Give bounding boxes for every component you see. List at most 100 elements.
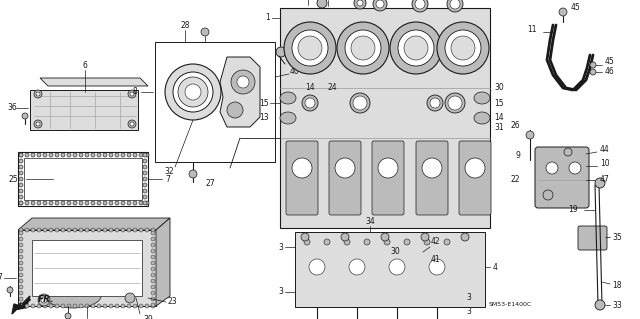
Circle shape bbox=[151, 261, 155, 265]
Circle shape bbox=[445, 30, 481, 66]
Circle shape bbox=[139, 228, 143, 232]
Circle shape bbox=[43, 153, 47, 157]
Circle shape bbox=[381, 233, 389, 241]
Circle shape bbox=[389, 259, 405, 275]
Circle shape bbox=[19, 273, 23, 277]
Circle shape bbox=[65, 313, 71, 319]
Circle shape bbox=[559, 8, 567, 16]
Text: 46: 46 bbox=[605, 68, 615, 77]
Text: FR.: FR. bbox=[38, 295, 54, 305]
Text: 13: 13 bbox=[259, 114, 269, 122]
Circle shape bbox=[121, 228, 125, 232]
Circle shape bbox=[292, 158, 312, 178]
Text: 11: 11 bbox=[527, 26, 537, 34]
Text: 4: 4 bbox=[493, 263, 498, 271]
Circle shape bbox=[38, 294, 50, 306]
Circle shape bbox=[390, 22, 442, 74]
Circle shape bbox=[19, 297, 23, 301]
Circle shape bbox=[351, 36, 375, 60]
Bar bbox=[155, 42, 275, 162]
Circle shape bbox=[437, 22, 489, 74]
Circle shape bbox=[130, 92, 134, 96]
Text: 40: 40 bbox=[290, 68, 300, 77]
Circle shape bbox=[128, 120, 136, 128]
Circle shape bbox=[67, 201, 71, 205]
Circle shape bbox=[55, 201, 59, 205]
Circle shape bbox=[115, 228, 119, 232]
Bar bbox=[24, 158, 142, 200]
Text: 14: 14 bbox=[305, 84, 315, 93]
Circle shape bbox=[91, 201, 95, 205]
Circle shape bbox=[415, 0, 425, 9]
Circle shape bbox=[97, 304, 101, 308]
Circle shape bbox=[25, 153, 29, 157]
Circle shape bbox=[49, 201, 53, 205]
Circle shape bbox=[145, 228, 149, 232]
Circle shape bbox=[448, 96, 462, 110]
Circle shape bbox=[41, 297, 47, 303]
Circle shape bbox=[49, 228, 53, 232]
Polygon shape bbox=[156, 218, 170, 306]
Circle shape bbox=[109, 228, 113, 232]
Circle shape bbox=[227, 102, 243, 118]
Circle shape bbox=[43, 304, 47, 308]
Text: 15: 15 bbox=[259, 99, 269, 108]
Text: 37: 37 bbox=[0, 273, 3, 283]
Circle shape bbox=[143, 177, 147, 181]
Circle shape bbox=[55, 153, 59, 157]
Circle shape bbox=[151, 291, 155, 295]
Circle shape bbox=[276, 47, 286, 57]
Circle shape bbox=[61, 304, 65, 308]
Circle shape bbox=[357, 0, 363, 6]
Circle shape bbox=[73, 304, 77, 308]
Circle shape bbox=[354, 0, 366, 9]
Circle shape bbox=[317, 0, 327, 8]
Circle shape bbox=[376, 0, 384, 8]
FancyBboxPatch shape bbox=[339, 238, 375, 297]
Circle shape bbox=[341, 233, 349, 241]
Circle shape bbox=[85, 304, 89, 308]
Circle shape bbox=[189, 170, 197, 178]
Circle shape bbox=[284, 22, 336, 74]
Circle shape bbox=[22, 113, 28, 119]
Circle shape bbox=[151, 243, 155, 247]
Polygon shape bbox=[18, 218, 170, 230]
Text: 9: 9 bbox=[515, 151, 520, 160]
Circle shape bbox=[421, 233, 429, 241]
Circle shape bbox=[422, 158, 442, 178]
Circle shape bbox=[109, 153, 113, 157]
Circle shape bbox=[19, 201, 23, 205]
Polygon shape bbox=[30, 90, 138, 130]
Circle shape bbox=[34, 120, 42, 128]
Circle shape bbox=[569, 162, 581, 174]
Circle shape bbox=[19, 291, 23, 295]
Circle shape bbox=[19, 267, 23, 271]
Circle shape bbox=[450, 0, 460, 9]
Circle shape bbox=[145, 304, 149, 308]
Text: 35: 35 bbox=[612, 233, 621, 241]
Circle shape bbox=[97, 228, 101, 232]
Circle shape bbox=[19, 285, 23, 289]
Circle shape bbox=[465, 158, 485, 178]
Text: 33: 33 bbox=[612, 300, 621, 309]
Text: 24: 24 bbox=[327, 84, 337, 93]
Text: 3: 3 bbox=[278, 287, 284, 296]
Text: 8: 8 bbox=[132, 87, 138, 97]
Circle shape bbox=[595, 178, 605, 188]
Circle shape bbox=[143, 171, 147, 175]
Circle shape bbox=[201, 28, 209, 36]
Circle shape bbox=[19, 243, 23, 247]
Ellipse shape bbox=[474, 92, 490, 104]
Circle shape bbox=[19, 201, 23, 205]
Circle shape bbox=[91, 153, 95, 157]
Circle shape bbox=[324, 239, 330, 245]
Polygon shape bbox=[40, 78, 148, 86]
Circle shape bbox=[143, 183, 147, 187]
Circle shape bbox=[49, 304, 53, 308]
Circle shape bbox=[97, 153, 101, 157]
Circle shape bbox=[37, 304, 41, 308]
Text: 32: 32 bbox=[164, 167, 174, 176]
Text: 45: 45 bbox=[571, 4, 580, 12]
Circle shape bbox=[19, 159, 23, 163]
Circle shape bbox=[350, 93, 370, 113]
